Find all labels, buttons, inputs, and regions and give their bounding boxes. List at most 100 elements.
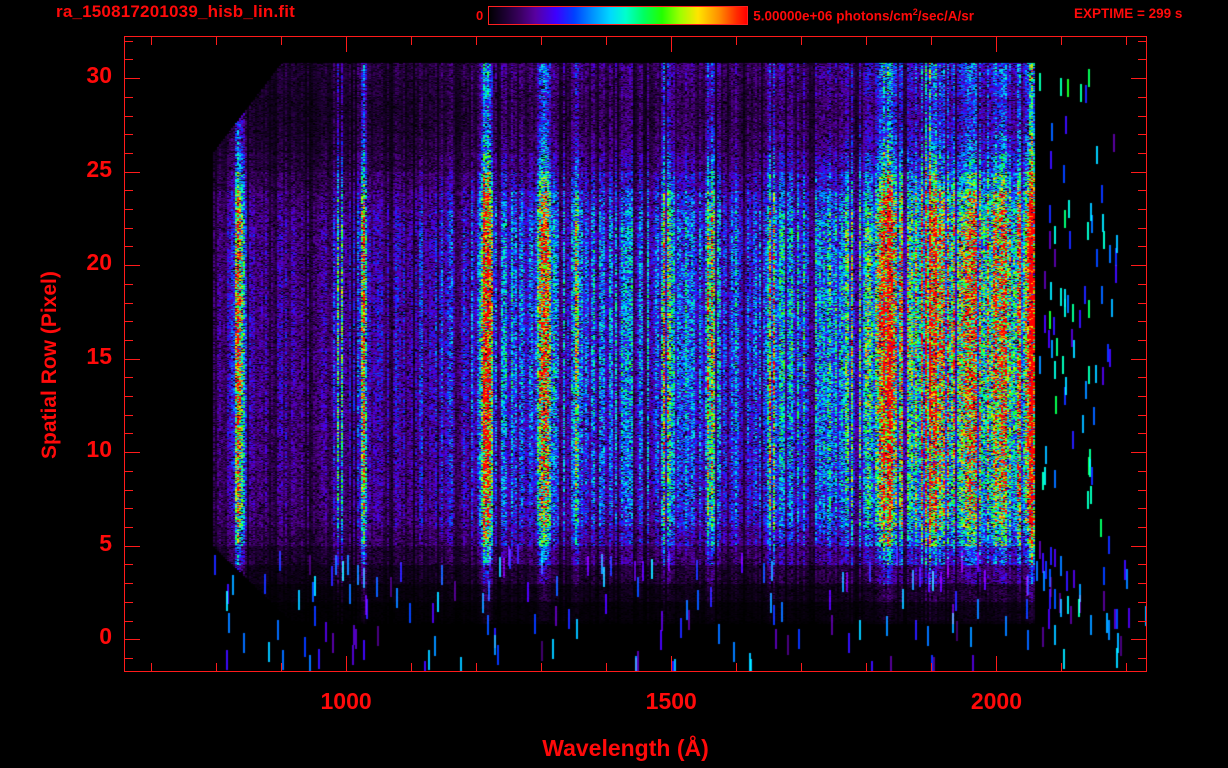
x-tick-800 [216, 663, 218, 672]
x-tick-1500 [671, 656, 673, 672]
y-tick-right-0 [1131, 639, 1147, 641]
y-tick-right-28 [1138, 115, 1147, 117]
colorbar-units-exponent: 2 [912, 7, 918, 18]
x-tick-1900 [931, 663, 933, 672]
colorbar-units: photons/cm [836, 8, 913, 24]
y-tick-right-1 [1138, 620, 1147, 622]
y-tick-right-22 [1138, 227, 1147, 229]
x-axis-title: Wavelength (Å) [542, 735, 709, 761]
y-tick-8 [124, 489, 133, 491]
y-tick-right-31 [1138, 59, 1147, 61]
y-tick-12 [124, 414, 133, 416]
x-tick-top-1900 [931, 36, 933, 45]
y-tick-6 [124, 526, 133, 528]
y-tick-11 [124, 433, 133, 435]
colorbar-units-tail: /sec/A/sr [917, 8, 975, 24]
y-tick-3 [124, 583, 133, 585]
y-tick-right-6 [1138, 526, 1147, 528]
y-tick-label-25: 25 [86, 155, 112, 182]
y-tick-13 [124, 396, 133, 398]
y-tick-right-30 [1131, 78, 1147, 80]
y-tick-right--1 [1138, 657, 1147, 659]
x-tick-2000 [996, 656, 998, 672]
x-tick-top-2000 [996, 36, 998, 52]
y-tick-30 [124, 78, 140, 80]
y-tick-5 [124, 545, 140, 547]
y-tick-31 [124, 59, 133, 61]
y-tick-right-18 [1138, 302, 1147, 304]
y-tick-right-13 [1138, 396, 1147, 398]
y-tick-2 [124, 601, 133, 603]
exposure-time-label: EXPTIME = 299 s [1074, 6, 1183, 21]
y-tick-25 [124, 171, 140, 173]
y-tick-19 [124, 283, 133, 285]
y-tick-right-8 [1138, 489, 1147, 491]
y-tick-14 [124, 377, 133, 379]
y-tick-right-11 [1138, 433, 1147, 435]
x-tick-top-1100 [411, 36, 413, 45]
y-tick-label-0: 0 [99, 623, 112, 650]
colorbar: 0 5.00000e+06 photons/cm2/sec/A/sr [476, 6, 974, 25]
x-tick-top-1200 [476, 36, 478, 45]
y-tick-0 [124, 639, 140, 641]
y-tick-label-20: 20 [86, 249, 112, 276]
x-tick-1400 [606, 663, 608, 672]
y-tick-label-15: 15 [86, 342, 112, 369]
spectrogram-image[interactable] [125, 37, 1146, 671]
y-tick-18 [124, 302, 133, 304]
x-tick-label-2000: 2000 [970, 688, 1023, 714]
x-tick-2100 [1061, 663, 1063, 672]
y-tick-label-5: 5 [99, 529, 112, 556]
x-tick-top-2200 [1126, 36, 1128, 45]
y-tick-right-26 [1138, 152, 1147, 154]
y-tick-right-21 [1138, 246, 1147, 248]
y-tick-right-10 [1131, 452, 1147, 454]
y-tick-28 [124, 115, 133, 117]
x-tick-top-900 [281, 36, 283, 45]
y-tick-right-5 [1131, 545, 1147, 547]
y-tick-27 [124, 134, 133, 136]
x-tick-700 [151, 663, 152, 672]
y-tick-32 [124, 40, 133, 42]
x-tick-top-1400 [606, 36, 608, 45]
y-tick-16 [124, 339, 133, 341]
x-tick-top-1500 [671, 36, 673, 52]
y-tick-right-23 [1138, 209, 1147, 211]
x-tick-top-1800 [866, 36, 868, 45]
y-tick-right-29 [1138, 96, 1147, 98]
y-tick--1 [124, 657, 133, 659]
y-tick-right-2 [1138, 601, 1147, 603]
y-tick-24 [124, 190, 133, 192]
y-tick-29 [124, 96, 133, 98]
y-tick-right-24 [1138, 190, 1147, 192]
y-tick-7 [124, 508, 133, 510]
y-tick-9 [124, 470, 133, 472]
y-tick-10 [124, 452, 140, 454]
x-tick-2200 [1126, 663, 1128, 672]
y-tick-22 [124, 227, 133, 229]
x-tick-top-1000 [346, 36, 348, 52]
y-tick-right-12 [1138, 414, 1147, 416]
plot-frame[interactable] [124, 36, 1147, 672]
x-tick-label-1000: 1000 [320, 688, 372, 714]
y-tick-23 [124, 209, 133, 211]
x-tick-1300 [541, 663, 543, 672]
y-tick-right-16 [1138, 339, 1147, 341]
x-tick-1100 [411, 663, 413, 672]
x-tick-top-700 [151, 36, 152, 45]
x-tick-top-1600 [736, 36, 738, 45]
y-tick-15 [124, 358, 140, 360]
x-tick-top-1300 [541, 36, 543, 45]
y-tick-17 [124, 321, 133, 323]
x-tick-900 [281, 663, 283, 672]
colorbar-max-label: 5.00000e+06 photons/cm2/sec/A/sr [753, 7, 974, 24]
x-tick-top-1700 [801, 36, 803, 45]
x-tick-top-800 [216, 36, 218, 45]
x-tick-1800 [866, 663, 868, 672]
y-tick-4 [124, 564, 133, 566]
y-tick-right-14 [1138, 377, 1147, 379]
y-tick-label-10: 10 [86, 436, 112, 463]
y-tick-26 [124, 152, 133, 154]
y-tick-right-32 [1138, 40, 1147, 42]
